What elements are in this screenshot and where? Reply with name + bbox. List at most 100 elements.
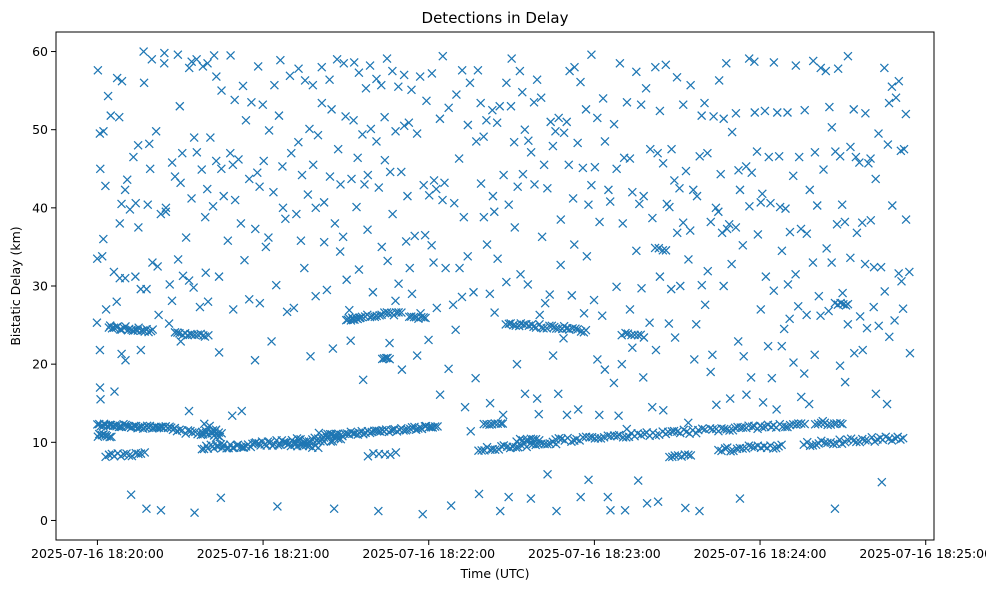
data-point-marker xyxy=(874,321,884,331)
data-point-marker xyxy=(258,100,268,110)
data-point-marker xyxy=(700,300,710,310)
data-point-marker xyxy=(697,111,707,121)
data-point-marker xyxy=(720,444,730,453)
data-point-marker xyxy=(777,341,787,351)
data-point-marker xyxy=(576,327,586,337)
data-point-marker xyxy=(192,147,202,157)
data-point-marker xyxy=(358,375,368,385)
data-point-marker xyxy=(565,66,575,76)
data-point-marker xyxy=(553,389,563,399)
data-point-marker xyxy=(672,427,682,437)
data-point-marker xyxy=(363,225,372,235)
data-point-marker xyxy=(843,299,853,309)
data-point-marker xyxy=(582,251,592,261)
data-point-marker xyxy=(216,164,226,174)
data-point-marker xyxy=(796,419,806,429)
data-point-marker xyxy=(835,361,845,371)
data-point-marker xyxy=(552,506,561,516)
data-point-marker xyxy=(898,304,908,314)
data-point-marker xyxy=(404,118,414,128)
data-point-marker xyxy=(857,434,867,444)
data-point-marker xyxy=(444,364,454,374)
x-tick-label: 2025-07-16 18:24:00 xyxy=(694,546,827,561)
data-point-marker xyxy=(273,440,283,450)
data-point-marker xyxy=(391,448,401,457)
data-point-marker xyxy=(274,111,284,121)
data-point-marker xyxy=(554,433,564,443)
data-point-marker xyxy=(554,113,564,123)
data-point-marker xyxy=(573,405,583,414)
data-point-marker xyxy=(725,426,734,435)
data-point-marker xyxy=(92,254,102,264)
data-point-marker xyxy=(294,64,303,74)
data-point-marker xyxy=(181,233,191,242)
data-point-marker xyxy=(891,93,901,103)
data-point-marker xyxy=(636,100,646,110)
data-point-marker xyxy=(799,369,809,378)
data-point-marker xyxy=(261,242,271,252)
data-point-marker xyxy=(609,378,619,388)
x-tick-label: 2025-07-16 18:20:00 xyxy=(31,546,164,561)
data-point-marker xyxy=(278,203,288,213)
data-point-marker xyxy=(816,63,826,73)
data-point-marker xyxy=(702,148,712,158)
data-point-marker xyxy=(271,280,281,290)
data-point-marker xyxy=(298,441,308,451)
data-point-marker xyxy=(173,50,183,60)
data-point-marker xyxy=(747,168,757,178)
data-point-marker xyxy=(796,392,806,402)
data-point-marker xyxy=(153,262,163,271)
data-point-marker xyxy=(777,440,787,450)
data-point-marker xyxy=(435,114,445,124)
data-point-marker xyxy=(835,151,845,161)
data-point-marker xyxy=(526,494,536,504)
data-point-marker xyxy=(767,373,777,383)
data-point-marker xyxy=(372,74,381,84)
data-point-marker xyxy=(173,254,183,264)
data-point-marker xyxy=(292,433,302,443)
data-point-marker xyxy=(664,452,674,462)
data-point-marker xyxy=(569,240,579,250)
data-point-marker xyxy=(758,398,768,407)
data-point-marker xyxy=(119,449,129,459)
data-point-marker xyxy=(777,246,787,256)
data-point-marker xyxy=(548,351,558,360)
data-point-marker xyxy=(226,51,236,60)
data-point-marker xyxy=(713,445,723,455)
data-point-marker xyxy=(537,232,547,242)
data-point-marker xyxy=(828,439,838,449)
data-point-marker xyxy=(429,176,439,185)
data-point-marker xyxy=(264,126,274,135)
data-point-marker xyxy=(346,336,356,346)
data-point-marker xyxy=(785,314,795,324)
data-point-marker xyxy=(887,82,897,92)
data-point-marker xyxy=(328,344,338,353)
data-point-marker xyxy=(198,61,208,71)
data-point-marker xyxy=(772,108,782,117)
data-point-marker xyxy=(669,426,679,436)
data-point-marker xyxy=(200,212,210,222)
x-tick-label: 2025-07-16 18:23:00 xyxy=(528,546,661,561)
data-point-marker xyxy=(306,351,315,361)
data-point-marker xyxy=(559,333,568,343)
data-point-marker xyxy=(365,61,375,71)
data-point-marker xyxy=(205,133,215,142)
plot-frame xyxy=(55,31,935,541)
data-point-marker xyxy=(899,144,909,154)
data-point-marker xyxy=(156,209,166,219)
data-point-marker xyxy=(532,75,542,85)
data-point-marker xyxy=(535,310,545,320)
data-point-marker xyxy=(510,222,520,232)
data-point-marker xyxy=(100,181,110,191)
data-point-marker xyxy=(855,312,865,321)
data-point-marker xyxy=(347,174,356,184)
data-point-marker xyxy=(479,132,489,142)
data-point-marker xyxy=(317,98,327,108)
data-point-marker xyxy=(451,90,461,99)
data-point-marker xyxy=(857,218,867,228)
data-point-marker xyxy=(695,506,704,516)
data-point-marker xyxy=(546,117,556,127)
data-point-marker xyxy=(548,141,558,151)
data-point-marker xyxy=(397,365,407,375)
